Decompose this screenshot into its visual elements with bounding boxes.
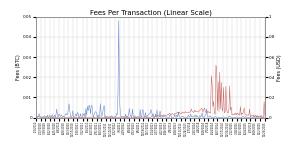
- Y-axis label: Fees (BTC): Fees (BTC): [17, 54, 21, 80]
- Title: Fees Per Transaction (Linear Scale): Fees Per Transaction (Linear Scale): [90, 9, 211, 15]
- Y-axis label: Fees (USD): Fees (USD): [277, 54, 282, 80]
